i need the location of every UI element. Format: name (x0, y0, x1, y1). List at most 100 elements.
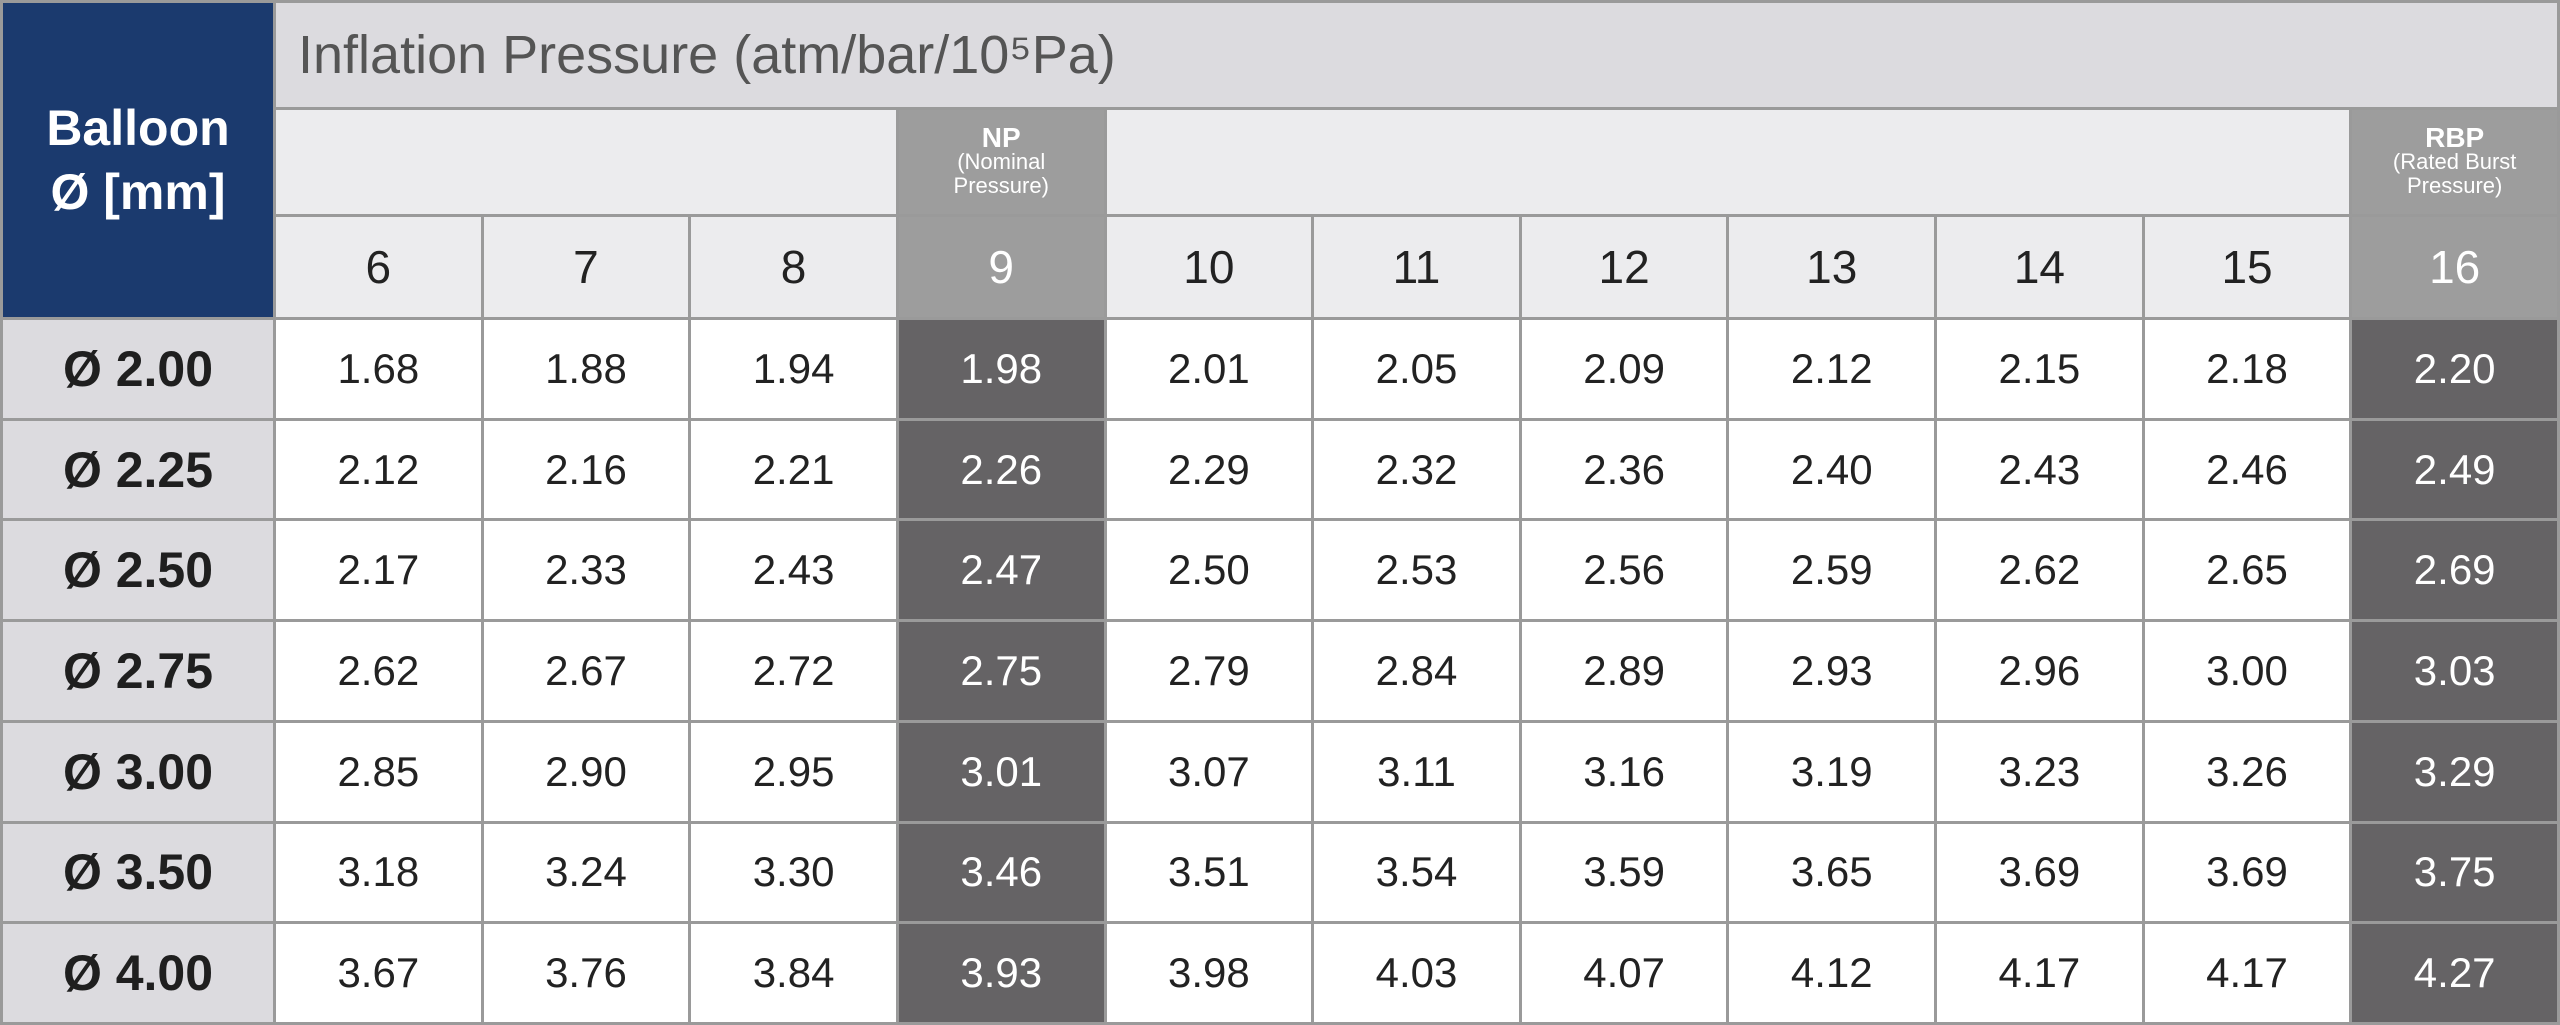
value-cell: 3.26 (2144, 722, 2350, 821)
value-cell: 4.12 (1729, 924, 1935, 1022)
value-cell: 2.21 (691, 420, 896, 519)
value-cell: 2.26 (898, 420, 1104, 519)
value-cell: 4.27 (2352, 924, 2557, 1022)
value-cell: 2.93 (1729, 622, 1935, 720)
value-cell: 3.93 (898, 924, 1104, 1022)
value-cell: 2.65 (2144, 521, 2350, 620)
diameter-label: Ø 2.25 (3, 420, 273, 519)
value-cell: 3.24 (483, 823, 689, 922)
value-cell: 2.62 (1937, 521, 2142, 620)
value-cell: 3.67 (276, 924, 481, 1022)
value-cell: 3.18 (276, 823, 481, 922)
value-cell: 3.98 (1106, 924, 1312, 1022)
np-abbr: NP (981, 122, 1021, 153)
value-cell: 2.84 (1314, 622, 1519, 720)
diameter-label: Ø 2.75 (3, 622, 273, 720)
value-cell: 3.30 (691, 823, 896, 922)
value-cell: 1.88 (483, 320, 689, 418)
diameter-label: Ø 2.00 (3, 320, 273, 418)
value-cell: 2.12 (1729, 320, 1935, 418)
rbp-desc: (Rated Burst Pressure) (2392, 149, 2517, 198)
pressure-header: 14 (1937, 217, 2142, 317)
value-cell: 2.32 (1314, 420, 1519, 519)
value-cell: 2.09 (1521, 320, 1727, 418)
value-cell: 2.36 (1521, 420, 1727, 519)
value-cell: 2.15 (1937, 320, 2142, 418)
value-cell: 4.17 (1937, 924, 2142, 1022)
value-cell: 2.56 (1521, 521, 1727, 620)
value-cell: 2.62 (276, 622, 481, 720)
value-cell: 2.18 (2144, 320, 2350, 418)
rbp-header: RBP (Rated Burst Pressure) (2352, 110, 2557, 214)
pressure-header: 8 (691, 217, 896, 317)
pressure-header: 6 (276, 217, 481, 317)
value-cell: 4.03 (1314, 924, 1519, 1022)
value-cell: 3.65 (1729, 823, 1935, 922)
rbp-abbr: RBP (2425, 122, 2485, 153)
value-cell: 2.59 (1729, 521, 1935, 620)
value-cell: 2.89 (1521, 622, 1727, 720)
corner-header: Balloon Ø [mm] (3, 3, 273, 317)
blank-header (1106, 110, 2350, 214)
diameter-label: Ø 2.50 (3, 521, 273, 620)
np-desc: (Nominal Pressure) (953, 149, 1049, 198)
value-cell: 2.53 (1314, 521, 1519, 620)
value-cell: 2.79 (1106, 622, 1312, 720)
diameter-label: Ø 3.50 (3, 823, 273, 922)
blank-header (276, 110, 896, 214)
pressure-header: 12 (1521, 217, 1727, 317)
value-cell: 3.54 (1314, 823, 1519, 922)
pressure-header: 9 (898, 217, 1104, 317)
value-cell: 3.23 (1937, 722, 2142, 821)
value-cell: 2.16 (483, 420, 689, 519)
value-cell: 2.05 (1314, 320, 1519, 418)
value-cell: 3.51 (1106, 823, 1312, 922)
pressure-header: 7 (483, 217, 689, 317)
value-cell: 2.17 (276, 521, 481, 620)
value-cell: 1.94 (691, 320, 896, 418)
corner-line: Balloon (46, 100, 230, 156)
value-cell: 2.33 (483, 521, 689, 620)
value-cell: 2.40 (1729, 420, 1935, 519)
value-cell: 3.03 (2352, 622, 2557, 720)
value-cell: 2.12 (276, 420, 481, 519)
value-cell: 2.96 (1937, 622, 2142, 720)
np-header: NP (Nominal Pressure) (898, 110, 1104, 214)
pressure-header: 11 (1314, 217, 1519, 317)
pressure-header: 16 (2352, 217, 2557, 317)
value-cell: 4.17 (2144, 924, 2350, 1022)
value-cell: 3.11 (1314, 722, 1519, 821)
value-cell: 2.43 (1937, 420, 2142, 519)
value-cell: 3.16 (1521, 722, 1727, 821)
value-cell: 2.95 (691, 722, 896, 821)
value-cell: 2.47 (898, 521, 1104, 620)
value-cell: 2.46 (2144, 420, 2350, 519)
value-cell: 2.29 (1106, 420, 1312, 519)
value-cell: 3.01 (898, 722, 1104, 821)
value-cell: 3.69 (2144, 823, 2350, 922)
diameter-label: Ø 4.00 (3, 924, 273, 1022)
value-cell: 3.69 (1937, 823, 2142, 922)
value-cell: 2.50 (1106, 521, 1312, 620)
value-cell: 2.20 (2352, 320, 2557, 418)
value-cell: 4.07 (1521, 924, 1727, 1022)
value-cell: 3.76 (483, 924, 689, 1022)
value-cell: 1.68 (276, 320, 481, 418)
value-cell: 3.59 (1521, 823, 1727, 922)
value-cell: 3.75 (2352, 823, 2557, 922)
pressure-header: 13 (1729, 217, 1935, 317)
value-cell: 1.98 (898, 320, 1104, 418)
value-cell: 3.84 (691, 924, 896, 1022)
value-cell: 3.00 (2144, 622, 2350, 720)
value-cell: 2.43 (691, 521, 896, 620)
value-cell: 2.75 (898, 622, 1104, 720)
table-title: Inflation Pressure (atm/bar/10⁵Pa) (276, 3, 2557, 107)
value-cell: 2.69 (2352, 521, 2557, 620)
value-cell: 2.90 (483, 722, 689, 821)
value-cell: 2.49 (2352, 420, 2557, 519)
pressure-header: 10 (1106, 217, 1312, 317)
value-cell: 3.29 (2352, 722, 2557, 821)
diameter-label: Ø 3.00 (3, 722, 273, 821)
